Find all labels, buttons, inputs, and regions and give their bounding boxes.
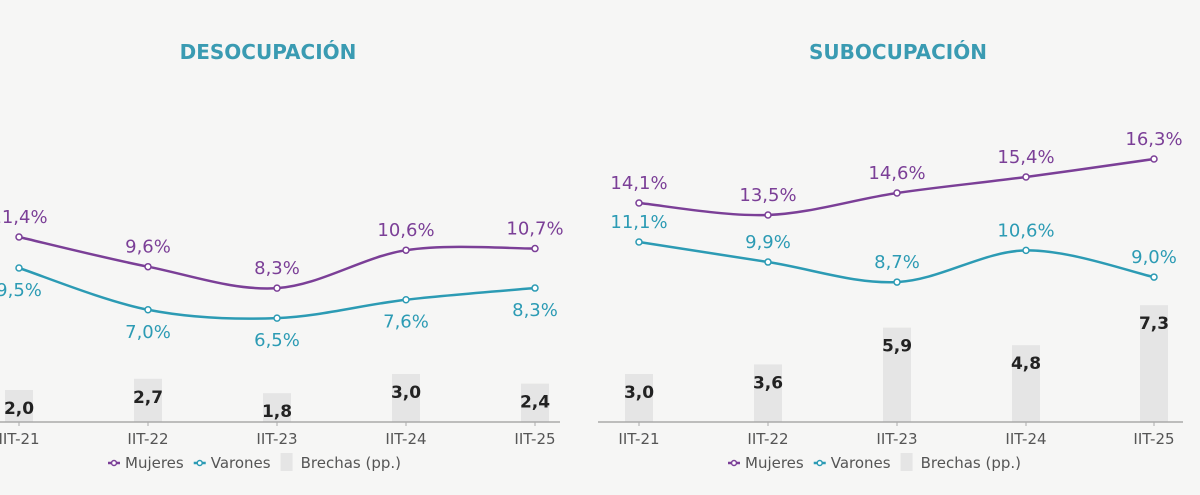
bar-brecha [134,378,162,422]
data-point [402,246,410,254]
data-point [15,233,23,241]
data-point [764,211,772,219]
legend-marker-icon [196,459,203,467]
bar-label: 2,0 [4,399,34,419]
data-label: 8,3% [512,300,558,321]
legend-label: Brechas (pp.) [921,454,1021,472]
data-label: 13,5% [739,185,796,206]
bar-label: 1,8 [262,402,292,422]
data-label: 10,6% [997,220,1054,241]
x-tick-label: IIT-23 [256,430,297,448]
bar-brecha [1140,305,1168,422]
bar-brecha [392,374,420,422]
data-point [1150,273,1158,281]
data-point [893,189,901,197]
data-point [1150,155,1158,163]
legend-marker-icon [816,459,823,467]
bar-brecha [754,364,782,422]
data-label: 10,7% [506,219,563,240]
data-label: 7,0% [125,322,171,343]
chart-title: DESOCUPACIÓN [180,40,357,64]
data-point [1022,246,1030,255]
legend-label: Varones [831,454,891,472]
data-point [273,284,281,292]
x-tick-label: IIT-25 [514,430,555,448]
legend-label: Mujeres [745,454,804,472]
bar-brecha [5,390,33,422]
data-point [402,295,410,304]
bar-brecha [521,383,549,422]
data-label: 15,4% [997,147,1054,168]
bar-label: 3,6 [753,373,783,393]
legend-marker-icon [730,459,738,467]
x-tick-label: IIT-24 [385,430,426,448]
data-point [15,264,23,272]
data-label: 6,5% [254,330,300,351]
legend-label: Varones [211,454,271,472]
bar-brecha [263,393,291,422]
chart-subocupacion: SUBOCUPACIÓN 3,0 3,6 5,9 4,8 7,3 IIT-21 IIT-22 I… [598,40,1183,472]
data-point [635,199,643,207]
data-label: 9,0% [1131,247,1177,268]
data-label: 14,6% [868,163,925,184]
bar-label: 4,8 [1011,354,1041,374]
data-point [531,244,539,253]
x-tick-label: IIT-21 [618,430,659,448]
bar-label: 5,9 [882,337,912,357]
chart-desocupacion: DESOCUPACIÓN 2,0 2,7 1,8 3,0 2,4 IIT-21 IIT-22 I… [0,40,564,472]
chart-title: SUBOCUPACIÓN [809,40,987,64]
data-label: 10,6% [377,220,434,241]
legend-marker-icon [110,459,118,467]
data-label: 9,6% [125,237,171,258]
data-point [764,258,772,266]
data-label: 9,9% [745,232,791,253]
data-label: 8,3% [254,258,300,279]
bar-label: 7,3 [1139,314,1169,334]
data-point [531,284,539,292]
bar-brecha [883,327,911,422]
legend-bar-icon [900,453,913,471]
data-label: 11,4% [0,207,48,228]
data-point [273,314,281,322]
data-label: 14,1% [610,173,667,194]
legend-label: Mujeres [125,454,184,472]
data-point [144,306,152,314]
bar-label: 2,4 [520,393,550,413]
x-tick-label: IIT-25 [1133,430,1174,448]
x-tick-label: IIT-24 [1005,430,1046,448]
data-point [144,262,152,271]
data-label: 7,6% [383,312,429,333]
x-tick-label: IIT-22 [747,430,788,448]
bar-label: 2,7 [133,388,163,408]
data-label: 16,3% [1125,129,1182,150]
data-point [893,278,901,286]
bar-brecha [1012,345,1040,422]
x-tick-label: IIT-22 [127,430,168,448]
data-point [1022,173,1030,181]
legend-bar-icon [280,453,293,471]
data-label: 9,5% [0,280,42,301]
data-label: 11,1% [610,212,667,233]
data-point [635,238,643,246]
bar-label: 3,0 [624,383,654,403]
bar-brecha [625,374,653,422]
bar-label: 3,0 [391,383,421,403]
legend: Mujeres Varones Brechas (pp.) [108,453,401,472]
legend-label: Brechas (pp.) [301,454,401,472]
x-tick-label: IIT-23 [876,430,917,448]
legend: Mujeres Varones Brechas (pp.) [728,453,1021,472]
data-label: 8,7% [874,252,920,273]
x-tick-label: IIT-21 [0,430,40,448]
